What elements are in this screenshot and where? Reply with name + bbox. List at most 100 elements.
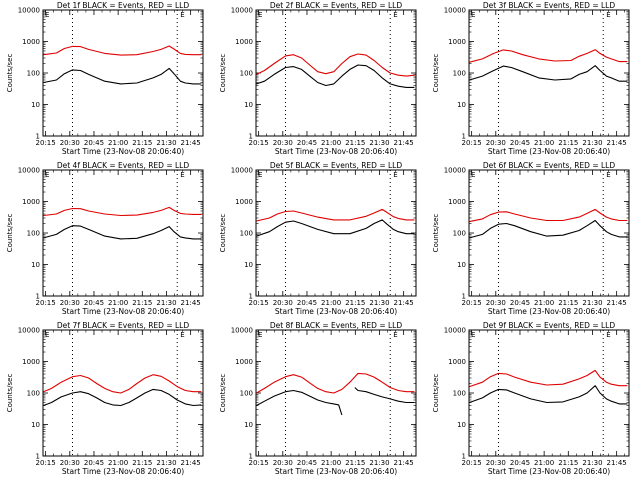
corner-marker: E — [471, 171, 475, 179]
y-tick-label: 1000 — [235, 38, 253, 46]
x-tick-label: 21:15 — [132, 299, 152, 307]
y-tick-label: 10000 — [231, 327, 253, 335]
chart-title: Det 4f BLACK = Events, RED = LLD — [57, 161, 190, 170]
corner-marker: E — [180, 171, 184, 179]
x-tick-label: 21:30 — [156, 299, 176, 307]
x-axis-label: Start Time (23-Nov-08 20:06:40) — [275, 147, 397, 156]
x-tick-label: 21:00 — [321, 299, 341, 307]
plot-frame — [468, 9, 630, 137]
x-tick-label: 20:30 — [273, 459, 293, 467]
y-axis-label: Counts/sec — [219, 374, 227, 413]
corner-marker: E — [258, 11, 262, 19]
chart-panel: Det 2f BLACK = Events, RED = LLD 1 10 100 10… — [219, 1, 417, 156]
corner-marker: E — [180, 331, 184, 339]
x-tick-label: 21:45 — [181, 459, 201, 467]
y-tick-label: 10000 — [231, 7, 253, 15]
y-tick-label: 1000 — [22, 38, 40, 46]
x-tick-label: 20:45 — [510, 139, 530, 147]
y-tick-label: 10000 — [18, 7, 40, 15]
x-tick-label: 20:45 — [84, 299, 104, 307]
x-tick-label: 21:45 — [394, 139, 414, 147]
x-tick-label: 21:15 — [558, 459, 578, 467]
y-tick-label: 1000 — [448, 358, 466, 366]
x-tick-label: 20:15 — [36, 299, 56, 307]
y-tick-label: 100 — [27, 230, 40, 238]
x-tick-label: 21:30 — [369, 459, 389, 467]
x-tick-label: 21:15 — [345, 459, 365, 467]
corner-marker: E — [45, 171, 49, 179]
x-axis-label: Start Time (23-Nov-08 20:06:40) — [62, 147, 184, 156]
events-series-line — [43, 388, 202, 407]
x-tick-label: 21:00 — [108, 139, 128, 147]
y-axis-label: Counts/sec — [432, 214, 440, 253]
y-axis-label: Counts/sec — [6, 54, 14, 93]
y-tick-label: 100 — [27, 70, 40, 78]
x-tick-label: 21:30 — [582, 459, 602, 467]
y-tick-label: 10000 — [18, 167, 40, 175]
x-tick-label: 20:45 — [510, 299, 530, 307]
lld-series-line — [256, 372, 415, 394]
lld-series-line — [469, 208, 628, 223]
lld-series-line — [43, 374, 202, 394]
x-tick-label: 20:15 — [462, 459, 482, 467]
plot-frame — [468, 329, 630, 457]
x-tick-label: 20:15 — [249, 139, 269, 147]
x-tick-label: 20:30 — [60, 459, 80, 467]
x-tick-label: 20:45 — [297, 139, 317, 147]
chart-panel: Det 4f BLACK = Events, RED = LLD 1 10 100 10… — [6, 161, 204, 316]
chart-title: Det 5f BLACK = Events, RED = LLD — [270, 161, 403, 170]
corner-marker: E — [471, 331, 475, 339]
y-tick-label: 10000 — [444, 7, 466, 15]
x-tick-label: 20:30 — [60, 299, 80, 307]
plot-frame — [468, 169, 630, 297]
x-tick-label: 21:45 — [607, 459, 627, 467]
events-series-line — [43, 67, 202, 85]
x-tick-label: 21:15 — [558, 139, 578, 147]
x-tick-label: 21:30 — [156, 139, 176, 147]
x-tick-label: 21:45 — [607, 139, 627, 147]
y-tick-label: 1000 — [22, 358, 40, 366]
chart-panel: Det 3f BLACK = Events, RED = LLD 1 10 100 10… — [432, 1, 630, 156]
x-axis-label: Start Time (23-Nov-08 20:06:40) — [488, 467, 610, 476]
plot-frame — [42, 329, 204, 457]
y-tick-label: 10 — [31, 421, 40, 429]
chart-title: Det 8f BLACK = Events, RED = LLD — [270, 321, 403, 330]
x-tick-label: 21:00 — [108, 299, 128, 307]
lld-series-line — [256, 208, 415, 222]
corner-marker: E — [606, 331, 610, 339]
y-tick-label: 10000 — [444, 327, 466, 335]
y-tick-label: 1 — [36, 293, 40, 301]
y-tick-label: 1 — [462, 453, 466, 461]
x-tick-label: 21:30 — [156, 459, 176, 467]
y-tick-label: 10 — [457, 101, 466, 109]
lld-series-line — [256, 53, 415, 77]
chart-panel: Det 1f BLACK = Events, RED = LLD 1 10 100 10… — [6, 1, 204, 156]
y-tick-label: 10 — [244, 101, 253, 109]
lld-series-line — [43, 45, 202, 56]
x-axis-label: Start Time (23-Nov-08 20:06:40) — [488, 147, 610, 156]
corner-marker: E — [393, 171, 397, 179]
x-tick-label: 20:45 — [84, 139, 104, 147]
lld-series-line — [469, 49, 628, 63]
y-tick-label: 1 — [249, 293, 253, 301]
y-axis-label: Counts/sec — [219, 214, 227, 253]
y-tick-label: 100 — [453, 390, 466, 398]
plot-frame — [255, 169, 417, 297]
x-tick-label: 21:15 — [132, 459, 152, 467]
x-tick-label: 21:45 — [181, 299, 201, 307]
x-tick-label: 21:00 — [534, 299, 554, 307]
y-axis-label: Counts/sec — [432, 54, 440, 93]
y-tick-label: 1 — [36, 453, 40, 461]
x-tick-label: 20:30 — [486, 299, 506, 307]
x-tick-label: 20:30 — [60, 139, 80, 147]
x-tick-label: 20:15 — [36, 459, 56, 467]
x-tick-label: 20:15 — [249, 299, 269, 307]
y-axis-label: Counts/sec — [219, 54, 227, 93]
y-tick-label: 100 — [27, 390, 40, 398]
events-series-line — [469, 219, 628, 239]
y-tick-label: 100 — [453, 70, 466, 78]
x-axis-label: Start Time (23-Nov-08 20:06:40) — [62, 467, 184, 476]
x-tick-label: 20:15 — [462, 139, 482, 147]
y-tick-label: 100 — [453, 230, 466, 238]
